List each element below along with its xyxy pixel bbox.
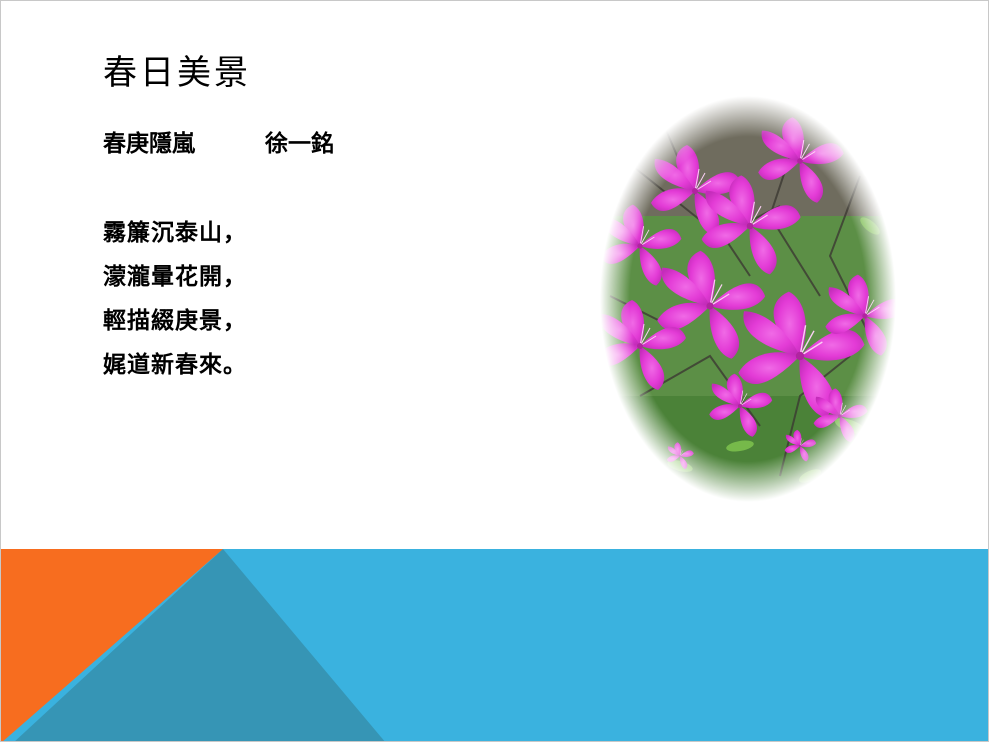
poem-title: 春庚隱嵐 [103, 130, 195, 157]
poem-line-4: 娓道新春來。 [103, 351, 247, 378]
banner-orange-triangle [1, 549, 223, 741]
poem-line-1: 霧簾沉泰山， [103, 219, 247, 246]
poem-author: 徐一銘 [265, 130, 334, 157]
banner-teal-triangle [15, 549, 385, 741]
decorative-banner [1, 549, 988, 741]
poem-line-2: 濛瀧暈花開， [103, 263, 247, 290]
poem-byline: 春庚隱嵐 徐一銘 [103, 127, 334, 161]
slide-title: 春日美景 [103, 53, 251, 93]
poem-body: 霧簾沉泰山， 濛瀧暈花開， 輕描綴庚景， 娓道新春來。 [103, 211, 247, 387]
flower-photo [600, 96, 896, 502]
poem-line-3: 輕描綴庚景， [103, 307, 247, 334]
